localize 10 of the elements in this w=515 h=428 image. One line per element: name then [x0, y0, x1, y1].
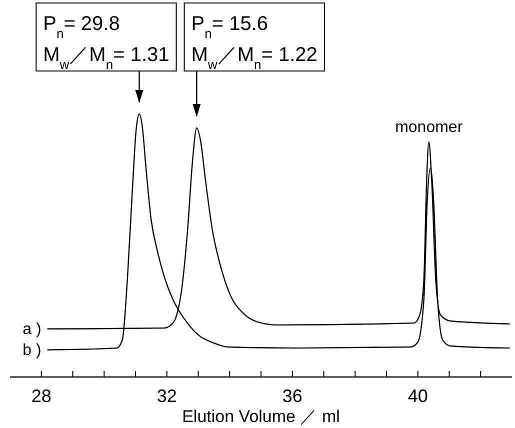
annotation: P$_{n}$= 29.8 M$_{w}$／M$_{n}$= 1.31: [43, 13, 170, 72]
series-label: a ): [22, 320, 42, 338]
x-tick-label: 36: [282, 386, 302, 406]
series-label: b ): [22, 342, 42, 359]
x-tick-label: 40: [408, 386, 428, 406]
x-axis-title: Elution Volume ／ ml: [182, 407, 340, 426]
annotation: monomer: [395, 118, 464, 136]
x-tick-label: 32: [156, 386, 177, 406]
x-tick-label: 28: [31, 386, 52, 406]
annotation: P$_{n}$= 15.6 M$_{w}$／M$_{n}$= 1.22: [191, 13, 318, 72]
